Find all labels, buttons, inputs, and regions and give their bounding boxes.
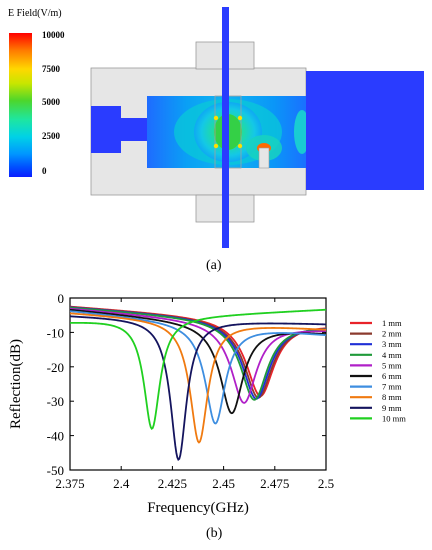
x-axis-label: Frequency(GHz) bbox=[147, 500, 249, 516]
x-tick-label: 2.375 bbox=[55, 476, 84, 491]
x-tick-label: 2.425 bbox=[158, 476, 187, 491]
legend-label: 10 mm bbox=[382, 413, 406, 423]
y-tick-label: -20 bbox=[47, 360, 64, 375]
series-line-9-mm bbox=[69, 315, 327, 461]
x-tick-label: 2.4 bbox=[113, 476, 130, 491]
e-field-figure: E Field(V/m) 10000 7500 5000 2500 0 bbox=[8, 7, 424, 248]
legend-label: 8 mm bbox=[382, 392, 402, 402]
y-tick-label: -10 bbox=[47, 325, 64, 340]
legend-label: 1 mm bbox=[382, 318, 402, 328]
tuning-rod bbox=[222, 7, 229, 248]
y-axis-label: Reflection(dB) bbox=[8, 339, 24, 429]
colorbar-tick: 0 bbox=[42, 166, 47, 176]
output-port bbox=[306, 71, 424, 190]
series-line-8-mm bbox=[69, 312, 327, 444]
x-tick-label: 2.45 bbox=[212, 476, 235, 491]
legend-label: 3 mm bbox=[382, 339, 402, 349]
panel-label-a: (a) bbox=[206, 258, 222, 273]
series-line-10-mm bbox=[69, 308, 327, 430]
colorbar-title: E Field(V/m) bbox=[8, 8, 62, 19]
y-tick-label: -30 bbox=[47, 394, 64, 409]
series-line-6-mm bbox=[69, 308, 327, 415]
legend-label: 6 mm bbox=[382, 371, 402, 381]
y-tick-label: -40 bbox=[47, 429, 64, 444]
x-tick-label: 2.5 bbox=[318, 476, 334, 491]
legend-label: 2 mm bbox=[382, 329, 402, 339]
legend-label: 9 mm bbox=[382, 403, 402, 413]
series-line-7-mm bbox=[69, 310, 327, 425]
legend-label: 7 mm bbox=[382, 382, 402, 392]
reflection-chart: 2.375 2.4 2.425 2.45 2.475 2.5 0 -10 -20 -30 -40 -… bbox=[8, 291, 406, 516]
panel-label-b: (b) bbox=[206, 526, 223, 541]
colorbar-tick: 7500 bbox=[42, 64, 61, 74]
legend-label: 4 mm bbox=[382, 350, 402, 360]
colorbar-tick: 5000 bbox=[42, 97, 61, 107]
x-tick-label: 2.475 bbox=[260, 476, 289, 491]
series-group bbox=[69, 305, 327, 461]
y-ticks: 0 -10 -20 -30 -40 -50 bbox=[47, 291, 326, 478]
series-line-5-mm bbox=[69, 307, 327, 404]
x-ticks: 2.375 2.4 2.425 2.45 2.475 2.5 bbox=[55, 298, 334, 491]
legend-label: 5 mm bbox=[382, 360, 402, 370]
y-tick-label: -50 bbox=[47, 463, 64, 478]
cavity-field bbox=[147, 95, 310, 169]
colorbar-tick: 2500 bbox=[42, 131, 61, 141]
y-tick-label: 0 bbox=[58, 291, 65, 306]
series-line-4-mm bbox=[69, 306, 327, 401]
input-port bbox=[91, 106, 147, 153]
colorbar-tick: 10000 bbox=[42, 30, 65, 40]
colorbar bbox=[9, 33, 32, 177]
